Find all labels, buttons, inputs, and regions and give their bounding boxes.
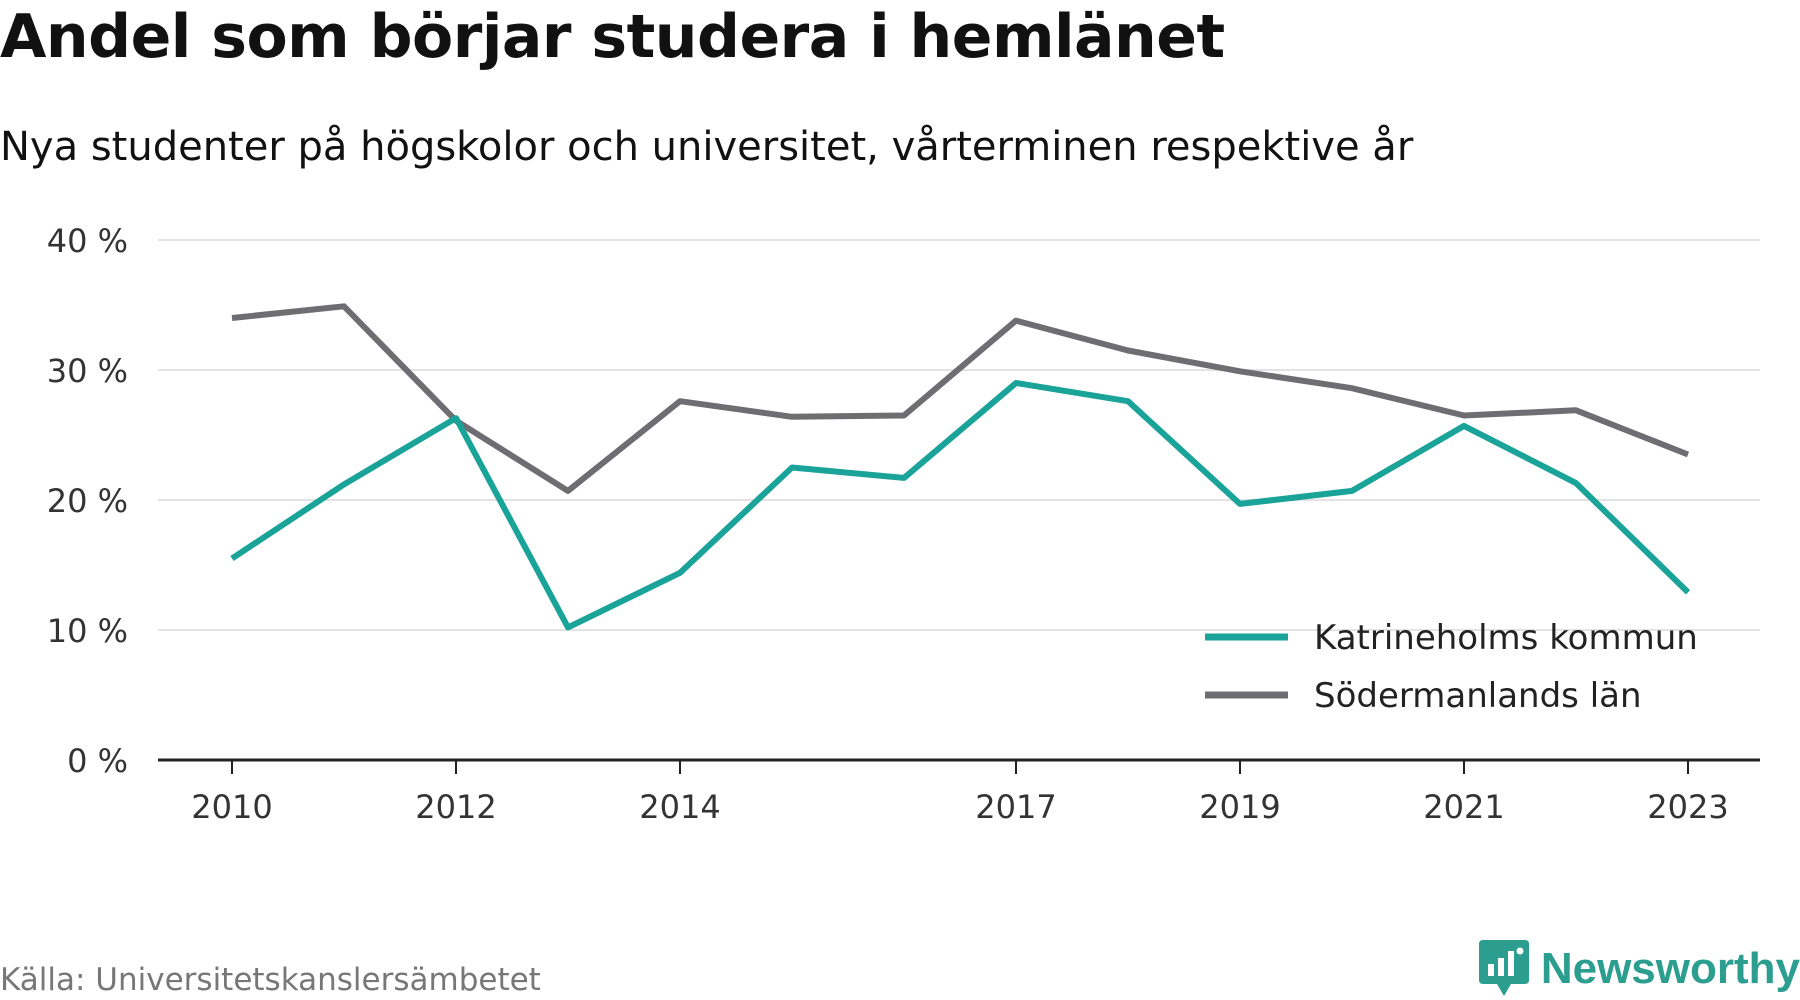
legend-label: Katrineholms kommun <box>1314 618 1698 658</box>
y-tick-label: 10 % <box>47 612 128 650</box>
chart-title: Andel som börjar studera i hemlänet <box>0 2 1225 72</box>
x-tick-label: 2023 <box>1647 788 1728 826</box>
brand-logo: Newsworthy <box>1478 940 1800 998</box>
newsworthy-logo-icon <box>1478 940 1529 996</box>
source-note: Källa: Universitetskanslersämbetet <box>0 962 541 998</box>
x-tick-label: 2010 <box>191 788 272 826</box>
y-tick-label: 30 % <box>47 352 128 390</box>
y-tick-label: 20 % <box>47 482 128 520</box>
y-axis-tick-labels: 0 % 10 % 20 % 30 % 40 % <box>47 222 128 780</box>
x-axis: 2010 2012 2014 2017 2019 2021 2023 <box>158 758 1760 826</box>
series-line-0 <box>230 380 1691 631</box>
y-tick-label: 0 % <box>67 742 128 780</box>
x-tick-label: 2019 <box>1199 788 1280 826</box>
series-line-1 <box>231 303 1690 494</box>
x-tick-label: 2017 <box>975 788 1056 826</box>
x-tick-label: 2021 <box>1423 788 1504 826</box>
x-tick-label: 2012 <box>415 788 496 826</box>
legend: Katrineholms kommun Södermanlands län <box>1205 618 1698 716</box>
series-lines <box>230 303 1691 631</box>
legend-label: Södermanlands län <box>1314 676 1642 716</box>
x-tick-label: 2014 <box>639 788 720 826</box>
y-tick-label: 40 % <box>47 222 128 260</box>
brand-name: Newsworthy <box>1540 944 1800 993</box>
chart-subtitle: Nya studenter på högskolor och universit… <box>0 124 1414 170</box>
